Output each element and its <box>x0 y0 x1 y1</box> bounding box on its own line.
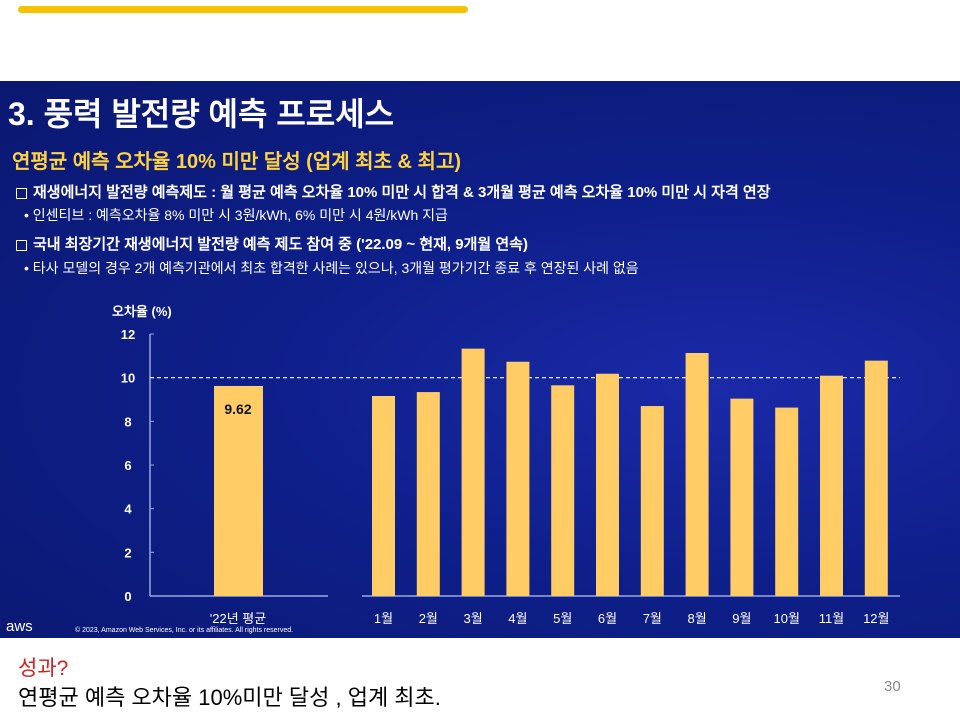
bar-5월 <box>551 385 575 596</box>
x-tick-label: 4월 <box>508 611 527 626</box>
sub-bullet-2: • 타사 모델의 경우 2개 예측기관에서 최초 합격한 사례는 있으나, 3개… <box>24 260 639 276</box>
checkbox-bullet-icon <box>16 187 27 199</box>
bar-11월 <box>820 375 843 596</box>
y-tick-label: 4 <box>124 502 132 517</box>
checkbox-bullet-icon <box>16 239 27 251</box>
x-tick-label: 5월 <box>553 611 572 626</box>
bullet-text: 재생에너지 발전량 예측제도 : 월 평균 예측 오차율 10% 미만 시 합격… <box>33 184 771 201</box>
x-tick-label: 9월 <box>732 611 751 626</box>
bar-3월 <box>461 348 485 596</box>
slide-subtitle: 연평균 예측 오차율 10% 미만 달성 (업계 최초 & 최고) <box>12 151 462 173</box>
bar-12월 <box>864 360 888 596</box>
aws-logo: aws <box>6 618 33 635</box>
bullet-1: 재생에너지 발전량 예측제도 : 월 평균 예측 오차율 10% 미만 시 합격… <box>16 181 771 202</box>
slide-title: 3. 풍력 발전량 예측 프로세스 <box>8 96 395 132</box>
x-tick-label: 8월 <box>687 611 706 626</box>
bar-4월 <box>506 361 530 596</box>
x-tick-label: 10월 <box>773 611 799 626</box>
page-number: 30 <box>884 678 901 695</box>
y-tick-label: 2 <box>124 545 131 560</box>
bar-8월 <box>685 352 709 596</box>
answer-text: 연평균 예측 오차율 10%미만 달성 , 업계 최초. <box>18 685 441 710</box>
sub-bullet-1: • 인센티브 : 예측오차율 8% 미만 시 3원/kWh, 6% 미만 시 4… <box>24 207 448 223</box>
bar-1월 <box>372 396 395 596</box>
copyright: © 2023, Amazon Web Services, Inc. or its… <box>75 627 294 634</box>
bar-9월 <box>730 398 754 596</box>
y-tick-label: 10 <box>121 371 135 386</box>
bar-7월 <box>640 406 664 596</box>
bullet-text: 국내 최장기간 재생에너지 발전량 예측 제도 참여 중 ('22.09 ~ 현… <box>33 236 528 253</box>
x-tick-label: 11월 <box>819 611 844 626</box>
bar-average <box>214 385 263 596</box>
bullet-2: 국내 최장기간 재생에너지 발전량 예측 제도 참여 중 ('22.09 ~ 현… <box>16 233 528 254</box>
bar-average-data-label: 9.62 <box>224 401 251 417</box>
y-tick-label: 6 <box>124 458 131 473</box>
y-tick-label: 0 <box>124 589 131 604</box>
y-tick-label: 8 <box>124 414 131 429</box>
x-tick-label: 6월 <box>598 611 617 626</box>
question-text: 성과? <box>18 657 69 680</box>
accent-bar <box>18 6 468 13</box>
x-tick-label: 2월 <box>419 611 438 626</box>
x-tick-label: 12월 <box>863 611 889 626</box>
x-tick-label: 3월 <box>463 611 482 626</box>
x-tick-label: 1월 <box>374 611 393 626</box>
y-axis-label: 오차율 (%) <box>112 304 172 319</box>
x-tick-label-average: '22년 평균 <box>210 611 266 626</box>
bar-10월 <box>775 407 799 596</box>
x-tick-label: 7월 <box>643 611 662 626</box>
bar-2월 <box>416 392 440 596</box>
bar-6월 <box>596 373 619 596</box>
y-tick-label: 12 <box>121 327 135 342</box>
